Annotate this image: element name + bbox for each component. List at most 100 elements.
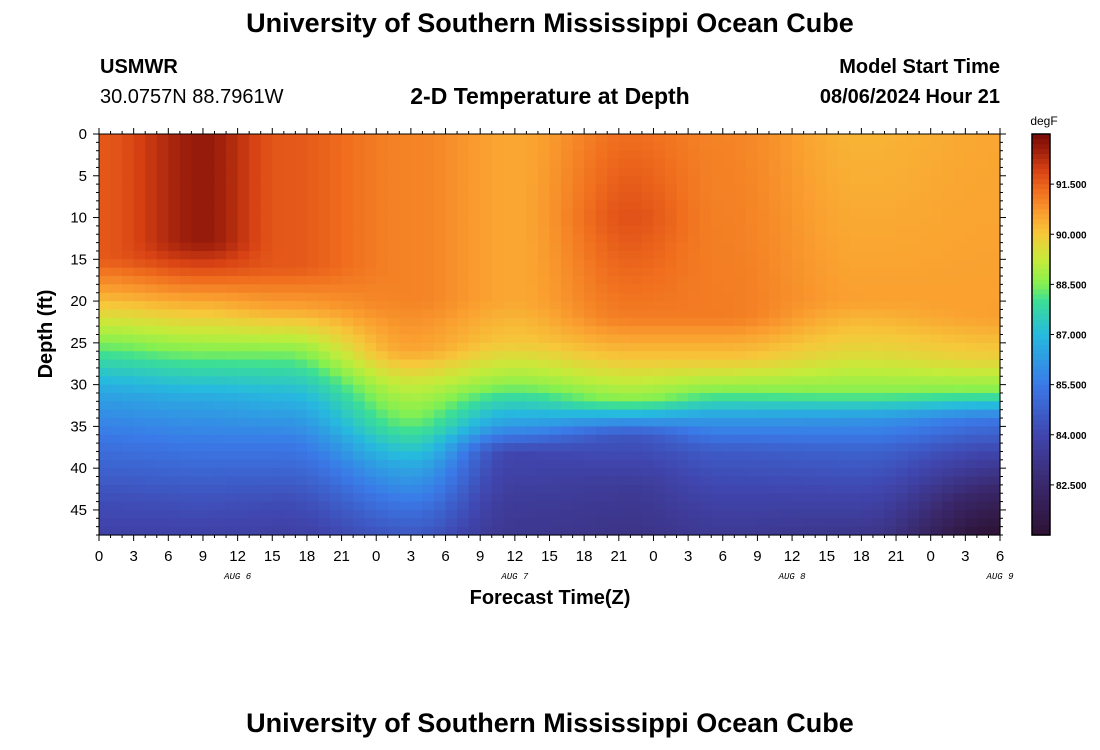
heatmap-cell (803, 142, 816, 152)
heatmap-cell (942, 493, 955, 503)
colorbar-segment (1032, 199, 1050, 205)
heatmap-cell (237, 484, 250, 494)
heatmap-cell (364, 192, 377, 202)
heatmap-cell (768, 292, 782, 302)
heatmap-cell (480, 225, 493, 235)
heatmap-cell (734, 367, 747, 377)
heatmap-cell (665, 267, 678, 277)
heatmap-cell (364, 401, 377, 411)
heatmap-cell (803, 468, 816, 478)
heatmap-cell (249, 476, 262, 486)
heatmap-cell (953, 292, 966, 302)
heatmap-cell (665, 159, 678, 169)
heatmap-cell (942, 367, 955, 377)
heatmap-cell (953, 234, 966, 244)
heatmap-cell (826, 351, 839, 361)
heatmap-cell (976, 501, 990, 511)
heatmap-cell (410, 459, 424, 469)
heatmap-cell (503, 301, 516, 311)
heatmap-cell (699, 401, 712, 411)
heatmap-cell (306, 401, 320, 411)
heatmap-cell (226, 292, 239, 302)
heatmap-cell (618, 301, 631, 311)
heatmap-cell (503, 451, 516, 461)
heatmap-cell (803, 284, 816, 294)
heatmap-cell (468, 301, 481, 311)
heatmap-cell (272, 242, 285, 252)
heatmap-cell (641, 468, 655, 478)
heatmap-cell (572, 476, 585, 486)
heatmap-cell (191, 167, 204, 177)
heatmap-cell (676, 284, 689, 294)
heatmap-cell (272, 509, 285, 519)
heatmap-cell (99, 142, 112, 152)
heatmap-cell (318, 342, 331, 352)
heatmap-cell (399, 276, 412, 285)
heatmap-cell (202, 267, 216, 277)
heatmap-cell (202, 484, 216, 494)
heatmap-cell (179, 459, 193, 469)
heatmap-cell (191, 351, 204, 361)
heatmap-cell (468, 526, 481, 536)
heatmap-cell (699, 284, 712, 294)
heatmap-cell (988, 134, 1001, 143)
heatmap-cell (422, 451, 435, 461)
heatmap-cell (803, 376, 816, 386)
heatmap-cell (457, 192, 470, 202)
heatmap-cell (306, 309, 320, 319)
heatmap-cell (156, 309, 169, 319)
heatmap-cell (676, 242, 689, 252)
heatmap-cell (249, 200, 262, 210)
heatmap-cell (549, 493, 562, 503)
heatmap-cell (849, 468, 862, 478)
x-tick-label: 21 (610, 548, 627, 565)
heatmap-cell (607, 217, 620, 227)
heatmap-cell (768, 175, 782, 185)
heatmap-cell (457, 334, 470, 344)
heatmap-cell (468, 392, 481, 402)
heatmap-cell (399, 225, 412, 235)
heatmap-cell (884, 267, 897, 277)
heatmap-cell (561, 418, 574, 427)
heatmap-cell (722, 334, 735, 344)
heatmap-cell (618, 501, 631, 511)
heatmap-cell (780, 401, 793, 411)
heatmap-cell (202, 175, 216, 185)
heatmap-cell (872, 359, 886, 369)
heatmap-cell (410, 326, 424, 336)
heatmap-cell (722, 418, 735, 427)
heatmap-cell (607, 150, 620, 160)
heatmap-cell (433, 192, 447, 202)
heatmap-cell (722, 242, 735, 252)
heatmap-cell (480, 526, 493, 536)
heatmap-cell (226, 367, 239, 377)
heatmap-cell (399, 250, 412, 260)
heatmap-cell (514, 150, 527, 160)
heatmap-cell (526, 493, 539, 503)
heatmap-cell (145, 284, 158, 294)
heatmap-cell (387, 209, 400, 219)
heatmap-cell (930, 376, 943, 386)
heatmap-cell (191, 476, 204, 486)
heatmap-cell (861, 301, 874, 311)
heatmap-cell (295, 276, 308, 285)
heatmap-cell (226, 175, 239, 185)
heatmap-cell (537, 159, 551, 169)
heatmap-cell (907, 192, 920, 202)
heatmap-cell (942, 192, 955, 202)
heatmap-cell (457, 184, 470, 194)
heatmap-cell (896, 159, 909, 169)
heatmap-cell (468, 476, 481, 486)
heatmap-cell (168, 326, 181, 336)
heatmap-cell (607, 167, 620, 177)
heatmap-cell (849, 142, 862, 152)
colorbar-segment (1032, 269, 1050, 275)
heatmap-cell (110, 476, 123, 486)
heatmap-cell (561, 376, 574, 386)
heatmap-cell (699, 342, 712, 352)
heatmap-cell (445, 150, 458, 160)
heatmap-cell (815, 284, 828, 294)
heatmap-cell (653, 309, 666, 319)
heatmap-cell (768, 367, 782, 377)
heatmap-cell (688, 351, 701, 361)
